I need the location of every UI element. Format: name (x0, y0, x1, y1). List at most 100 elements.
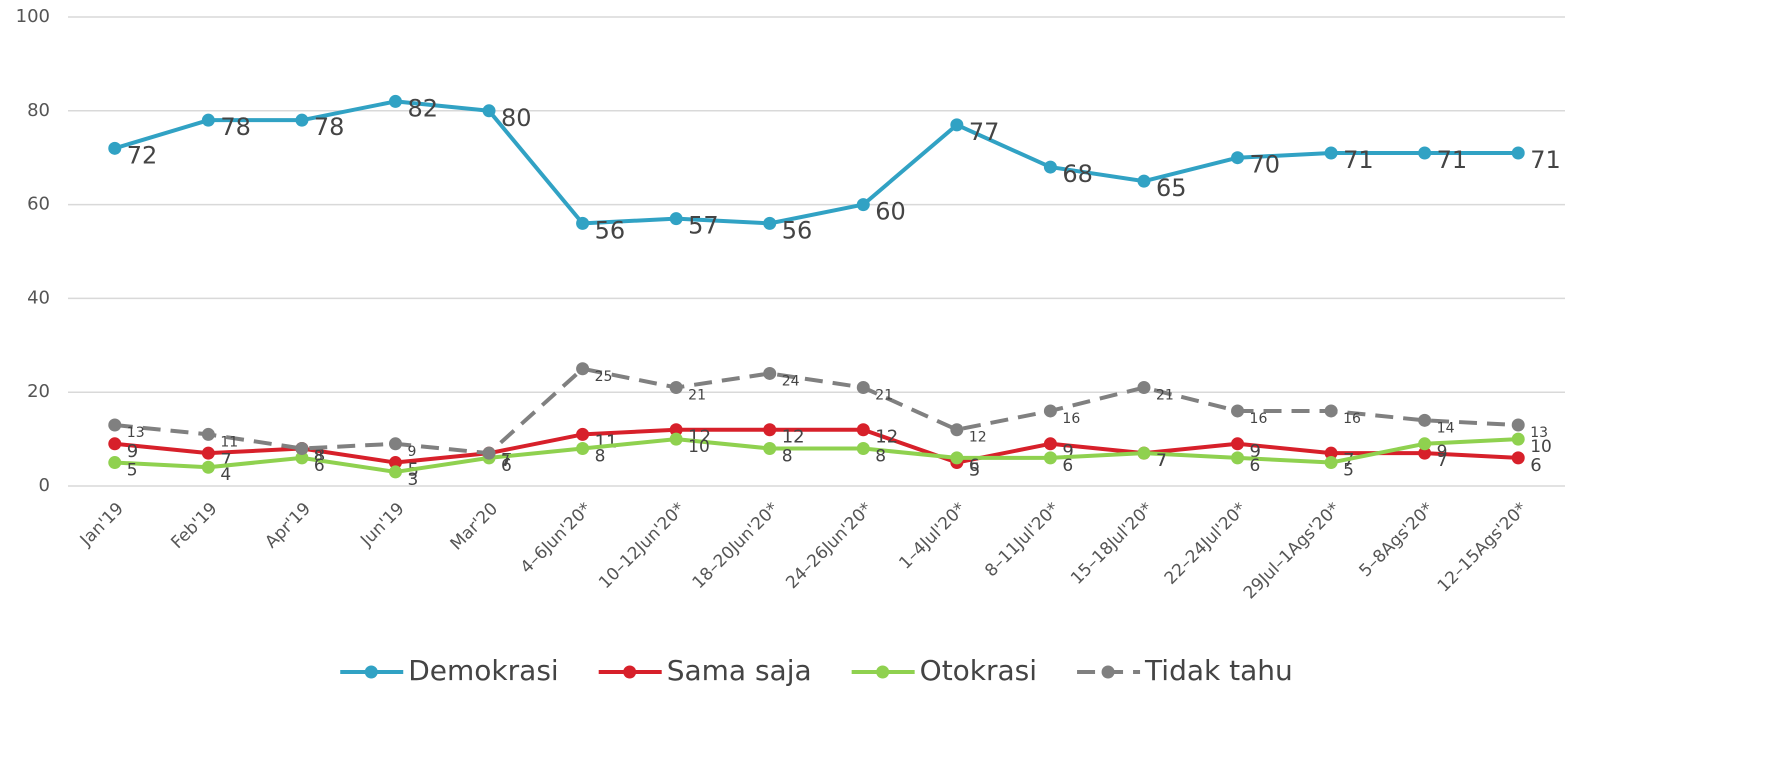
legend-label: Demokrasi (408, 654, 558, 687)
y-tick-label: 0 (39, 475, 50, 496)
x-tick-label: Jan'19 (76, 499, 128, 551)
data-point (1231, 451, 1245, 465)
legend-marker (1101, 665, 1115, 679)
data-label: 14 (1437, 420, 1455, 436)
data-label: 71 (1343, 146, 1374, 174)
data-label: 10 (1530, 437, 1552, 457)
data-label: 70 (1250, 151, 1281, 179)
data-label: 7 (1156, 451, 1167, 471)
data-point (388, 437, 402, 451)
data-point (763, 366, 777, 380)
data-point (856, 441, 870, 455)
x-tick-label: 12–15Ags'20* (1434, 499, 1531, 596)
data-point (295, 451, 309, 465)
data-point (1324, 146, 1338, 160)
data-label: 56 (782, 216, 813, 244)
data-point (1511, 451, 1525, 465)
data-point (1418, 437, 1432, 451)
data-point (950, 118, 964, 132)
data-point (763, 216, 777, 230)
data-point (763, 441, 777, 455)
data-point (201, 460, 215, 474)
x-tick-label: 10–12Jun'20* (595, 499, 689, 593)
y-tick-label: 80 (27, 100, 50, 121)
data-point (201, 446, 215, 460)
y-tick-label: 60 (27, 194, 50, 215)
legend-marker (364, 665, 378, 679)
data-label: 12 (875, 427, 898, 448)
data-point (1418, 413, 1432, 427)
data-point (108, 437, 122, 451)
x-tick-label: 1–4Jul'20* (895, 499, 970, 574)
data-label: 11 (220, 434, 238, 450)
data-point (576, 441, 590, 455)
legend-label: Tidak tahu (1144, 654, 1293, 687)
legend-label: Otokrasi (920, 654, 1037, 687)
data-label: 82 (407, 94, 438, 122)
data-point (1418, 446, 1432, 460)
data-label: 6 (1062, 456, 1073, 476)
data-point (576, 216, 590, 230)
data-point (482, 104, 496, 118)
data-point (856, 423, 870, 437)
legend: Demokrasi Sama saja Otokrasi Tidak tahu (340, 654, 1293, 687)
data-label: 4 (220, 465, 231, 485)
data-point (1043, 160, 1057, 174)
data-point (1511, 146, 1525, 160)
data-label: 9 (127, 441, 138, 462)
data-label: 13 (1530, 425, 1548, 441)
data-point (201, 427, 215, 441)
data-label: 7 (1437, 450, 1448, 471)
data-label: 68 (1062, 160, 1093, 188)
data-label: 8 (595, 446, 606, 466)
data-point (1418, 146, 1432, 160)
x-tick-label: Jun'19 (356, 499, 408, 551)
x-tick-label: Mar'20 (447, 499, 502, 554)
data-point (1137, 381, 1151, 395)
data-point (108, 418, 122, 432)
data-label: 6 (969, 456, 980, 476)
x-tick-label: 8–11Jul'20* (981, 499, 1063, 581)
data-point (1324, 446, 1338, 460)
data-label: 24 (782, 373, 800, 389)
data-label: 21 (688, 388, 706, 404)
data-point (1137, 446, 1151, 460)
data-label: 78 (220, 113, 251, 141)
data-label: 16 (1062, 411, 1080, 427)
data-label: 12 (969, 430, 987, 446)
x-tick-label: 15–18Jul'20* (1067, 499, 1157, 589)
data-point (295, 113, 309, 127)
data-label: 8 (875, 446, 886, 466)
data-label: 77 (969, 118, 1000, 146)
data-point (1324, 404, 1338, 418)
data-label: 6 (314, 456, 325, 476)
data-label: 5 (127, 461, 138, 481)
x-tick-label: Feb'19 (167, 499, 221, 553)
data-point (856, 381, 870, 395)
data-label: 12 (782, 427, 805, 448)
data-point (1231, 151, 1245, 165)
data-label: 71 (1437, 146, 1468, 174)
data-label: 6 (1250, 456, 1261, 476)
data-point (950, 451, 964, 465)
data-label: 6 (1530, 455, 1541, 476)
data-label: 57 (688, 212, 719, 240)
data-label: 60 (875, 198, 906, 226)
data-label: 3 (407, 470, 418, 490)
data-point (950, 423, 964, 437)
data-point (388, 94, 402, 108)
data-point (1231, 404, 1245, 418)
data-point (295, 441, 309, 455)
data-point (763, 423, 777, 437)
data-label: 16 (1343, 411, 1361, 427)
data-point (576, 362, 590, 376)
data-label: 80 (501, 104, 532, 132)
x-tick-label: 18–20Jun'20* (689, 499, 783, 593)
data-point (669, 212, 683, 226)
data-label: 5 (1343, 461, 1354, 481)
data-point (1043, 404, 1057, 418)
data-label: 13 (127, 425, 145, 441)
data-point (1043, 437, 1057, 451)
data-point (388, 456, 402, 470)
